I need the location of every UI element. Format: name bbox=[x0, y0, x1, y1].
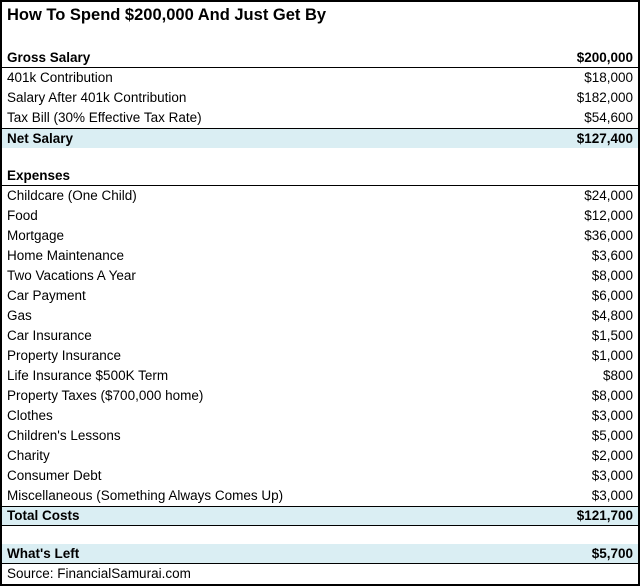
row-charity: Charity $2,000 bbox=[2, 446, 638, 466]
row-source-financialsamurai-com: Source: FinancialSamurai.com bbox=[2, 564, 638, 584]
row-value: $800 bbox=[602, 368, 633, 384]
row-clothes: Clothes $3,000 bbox=[2, 406, 638, 426]
row-label: Food bbox=[7, 208, 38, 224]
row-miscellaneous-something-always-comes-up: Miscellaneous (Something Always Comes Up… bbox=[2, 486, 638, 506]
row-value: $18,000 bbox=[584, 70, 633, 86]
row-label: Childcare (One Child) bbox=[7, 188, 137, 204]
row-value: $36,000 bbox=[584, 228, 633, 244]
row-car-insurance: Car Insurance $1,500 bbox=[2, 326, 638, 346]
spacer-row bbox=[2, 148, 638, 166]
row-value: $3,000 bbox=[591, 468, 633, 484]
row-gas: Gas $4,800 bbox=[2, 306, 638, 326]
row-label: Total Costs bbox=[7, 508, 80, 524]
row-value: $2,000 bbox=[591, 448, 633, 464]
row-value: $121,700 bbox=[576, 508, 633, 524]
row-life-insurance-500k-term: Life Insurance $500K Term $800 bbox=[2, 366, 638, 386]
row-label: Life Insurance $500K Term bbox=[7, 368, 169, 384]
row-how-to-spend-200-000-and-just-get-by: How To Spend $200,000 And Just Get By bbox=[2, 2, 638, 30]
spacer-row bbox=[2, 526, 638, 544]
row-label: Home Maintenance bbox=[7, 248, 125, 264]
row-net-salary: Net Salary $127,400 bbox=[2, 128, 638, 148]
row-value: $6,000 bbox=[591, 288, 633, 304]
row-food: Food $12,000 bbox=[2, 206, 638, 226]
row-value: $1,000 bbox=[591, 348, 633, 364]
row-property-insurance: Property Insurance $1,000 bbox=[2, 346, 638, 366]
row-mortgage: Mortgage $36,000 bbox=[2, 226, 638, 246]
row-home-maintenance: Home Maintenance $3,600 bbox=[2, 246, 638, 266]
row-value: $3,000 bbox=[591, 488, 633, 504]
row-value: $24,000 bbox=[584, 188, 633, 204]
row-consumer-debt: Consumer Debt $3,000 bbox=[2, 466, 638, 486]
row-expenses: Expenses bbox=[2, 166, 638, 186]
row-value: $4,800 bbox=[591, 308, 633, 324]
row-value: $3,000 bbox=[591, 408, 633, 424]
row-property-taxes-700-000-home: Property Taxes ($700,000 home) $8,000 bbox=[2, 386, 638, 406]
row-two-vacations-a-year: Two Vacations A Year $8,000 bbox=[2, 266, 638, 286]
row-label: Clothes bbox=[7, 408, 53, 424]
row-what-s-left: What's Left $5,700 bbox=[2, 544, 638, 564]
row-tax-bill-30-effective-tax-rate: Tax Bill (30% Effective Tax Rate) $54,600 bbox=[2, 108, 638, 128]
row-value: $54,600 bbox=[584, 110, 633, 126]
spacer-row bbox=[2, 30, 638, 48]
row-label: Tax Bill (30% Effective Tax Rate) bbox=[7, 110, 202, 126]
row-label: Gas bbox=[7, 308, 32, 324]
row-value: $3,600 bbox=[591, 248, 633, 264]
row-childcare-one-child: Childcare (One Child) $24,000 bbox=[2, 186, 638, 206]
row-label: Salary After 401k Contribution bbox=[7, 90, 187, 106]
row-label: 401k Contribution bbox=[7, 70, 113, 86]
row-label: Miscellaneous (Something Always Comes Up… bbox=[7, 488, 284, 504]
row-car-payment: Car Payment $6,000 bbox=[2, 286, 638, 306]
row-label: Property Taxes ($700,000 home) bbox=[7, 388, 204, 404]
row-label: Charity bbox=[7, 448, 50, 464]
row-value: $1,500 bbox=[591, 328, 633, 344]
row-label: What's Left bbox=[7, 545, 80, 561]
row-label: Children's Lessons bbox=[7, 428, 121, 444]
row-value: $5,000 bbox=[591, 428, 633, 444]
source-label: Source: FinancialSamurai.com bbox=[7, 566, 191, 582]
table-title: How To Spend $200,000 And Just Get By bbox=[7, 6, 327, 24]
row-children-s-lessons: Children's Lessons $5,000 bbox=[2, 426, 638, 446]
row-value: $5,700 bbox=[591, 545, 633, 561]
row-value: $12,000 bbox=[584, 208, 633, 224]
row-value: $182,000 bbox=[576, 90, 633, 106]
row-salary-after-401k-contribution: Salary After 401k Contribution $182,000 bbox=[2, 88, 638, 108]
row-value: $8,000 bbox=[591, 388, 633, 404]
row-401k-contribution: 401k Contribution $18,000 bbox=[2, 68, 638, 88]
row-total-costs: Total Costs $121,700 bbox=[2, 506, 638, 526]
row-value: $8,000 bbox=[591, 268, 633, 284]
row-label: Mortgage bbox=[7, 228, 65, 244]
row-label: Car Insurance bbox=[7, 328, 92, 344]
row-label: Consumer Debt bbox=[7, 468, 102, 484]
row-label: Two Vacations A Year bbox=[7, 268, 136, 284]
row-label: Car Payment bbox=[7, 288, 86, 304]
row-label: Expenses bbox=[7, 167, 71, 183]
row-label: Net Salary bbox=[7, 130, 74, 146]
row-gross-salary: Gross Salary $200,000 bbox=[2, 48, 638, 68]
row-label: Gross Salary bbox=[7, 49, 91, 65]
row-label: Property Insurance bbox=[7, 348, 122, 364]
row-value: $127,400 bbox=[576, 130, 633, 146]
row-value: $200,000 bbox=[576, 49, 633, 65]
